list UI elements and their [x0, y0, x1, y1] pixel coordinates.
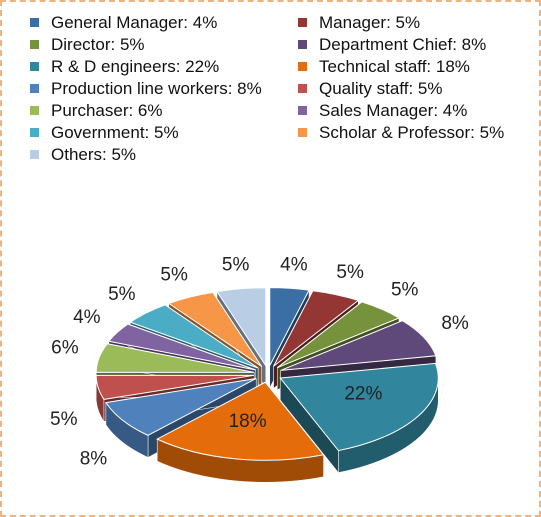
- slice: [279, 362, 439, 452]
- data-label: 6%: [51, 338, 79, 359]
- legend-marker: [298, 18, 307, 27]
- legend-label: Others: 5%: [51, 145, 137, 164]
- legend-item: Department Chief: 8%: [298, 34, 523, 55]
- data-label: 8%: [80, 449, 108, 470]
- data-label: 5%: [336, 262, 364, 283]
- legend-marker: [298, 84, 307, 93]
- legend-item: General Manager: 4%: [30, 12, 298, 33]
- legend-label: R & D engineers: 22%: [51, 57, 220, 76]
- data-label: 4%: [73, 307, 101, 328]
- legend-item: Director: 5%: [30, 34, 298, 55]
- legend-item: Production line workers: 8%: [30, 78, 298, 99]
- legend-marker: [30, 128, 39, 137]
- legend-label: Production line workers: 8%: [51, 79, 262, 98]
- slice: [95, 374, 255, 400]
- legend-item: Manager: 5%: [298, 12, 523, 33]
- legend-marker: [30, 40, 39, 49]
- slice: [95, 343, 255, 373]
- data-label: 18%: [229, 411, 267, 432]
- slice: [105, 378, 257, 436]
- data-label: 5%: [50, 409, 78, 430]
- legend-item: R & D engineers: 22%: [30, 56, 298, 77]
- slice: [129, 304, 259, 369]
- legend-item: Sales Manager: 4%: [298, 100, 523, 121]
- legend-marker: [30, 62, 39, 71]
- legend-item: Others: 5%: [30, 144, 298, 165]
- slice: [107, 323, 256, 371]
- legend: General Manager: 4% Director: 5% R & D eng…: [30, 12, 530, 166]
- data-label: 5%: [391, 279, 419, 300]
- legend-item: Quality staff: 5%: [298, 78, 523, 99]
- legend-marker: [30, 106, 39, 115]
- tops: [95, 287, 439, 461]
- legend-label: Manager: 5%: [319, 13, 421, 32]
- data-label: 22%: [344, 384, 382, 405]
- data-label: 5%: [108, 284, 136, 305]
- slice: [167, 291, 263, 367]
- slice: [216, 287, 267, 368]
- legend-marker: [298, 106, 307, 115]
- legend-label: General Manager: 4%: [51, 13, 218, 32]
- legend-marker: [30, 84, 39, 93]
- data-label: 5%: [222, 255, 250, 276]
- legend-label: Department Chief: 8%: [319, 35, 487, 54]
- legend-label: Quality staff: 5%: [319, 79, 443, 98]
- labels: 4% 5%5%8%22%18%8%5%6%4%5%5% 5%: [50, 254, 469, 469]
- legend-marker: [30, 18, 39, 27]
- legend-column: Manager: 5% Department Chief: 8% Technical…: [298, 12, 523, 166]
- legend-item: Technical staff: 18%: [298, 56, 523, 77]
- legend-label: Technical staff: 18%: [319, 57, 470, 76]
- data-label: 4%: [280, 254, 308, 275]
- legend-marker: [298, 62, 307, 71]
- legend-item: Purchaser: 6%: [30, 100, 298, 121]
- legend-item: Government: 5%: [30, 122, 298, 143]
- legend-marker: [298, 128, 307, 137]
- slice: [156, 381, 325, 461]
- slice: [280, 320, 437, 371]
- slice: [276, 301, 401, 369]
- legend-label: Sales Manager: 4%: [319, 101, 468, 120]
- data-label: 8%: [441, 313, 469, 334]
- legend-marker: [30, 150, 39, 159]
- slice: [273, 290, 360, 367]
- legend-column: General Manager: 4% Director: 5% R & D eng…: [30, 12, 298, 166]
- slice: [269, 287, 310, 366]
- legend-label: Purchaser: 6%: [51, 101, 163, 120]
- legend-label: Government: 5%: [51, 123, 179, 142]
- data-label: 5%: [160, 265, 188, 286]
- legend-item: Scholar & Professor: 5%: [298, 122, 523, 143]
- legend-label: Scholar & Professor: 5%: [319, 123, 505, 142]
- legend-marker: [298, 40, 307, 49]
- legend-label: Director: 5%: [51, 35, 145, 54]
